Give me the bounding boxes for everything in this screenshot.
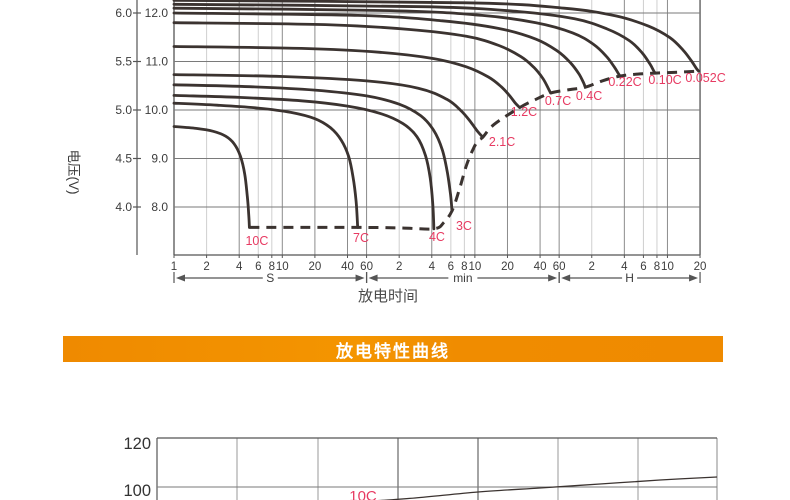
x-tick-label: 8 (269, 261, 275, 273)
x-tick-label: 4 (429, 261, 436, 273)
y-axis-12v-label: 12.0 (145, 6, 169, 20)
rate-label-0.10C: 0.10C (648, 73, 681, 87)
x-tick-label: 10 (661, 261, 674, 273)
y-axis-12v-label: 9.0 (151, 152, 168, 166)
rate-label-4C: 4C (429, 230, 445, 244)
x-tick-label: 4 (236, 261, 243, 273)
x-tick-label: 1 (171, 261, 177, 273)
span-arrow-right (689, 274, 699, 282)
span-arrow-left (368, 274, 378, 282)
discharge-curve-0.052C (172, 0, 701, 73)
discharge-curve-1.2C (172, 45, 522, 109)
discharge-curve-0.7C (172, 21, 552, 95)
y-axis-12v-label: 10.0 (145, 103, 169, 117)
rate-label-3C: 3C (456, 219, 472, 233)
rate-label-0.7C: 0.7C (545, 94, 571, 108)
rate-label-0.22C: 0.22C (608, 75, 641, 89)
discharge-curve-0.4C (172, 11, 587, 89)
y-axis-title: 电压(V) (66, 150, 81, 195)
x-tick-label: 60 (360, 261, 373, 273)
x-tick-label: 10 (468, 261, 481, 273)
rate-label-7C: 7C (353, 231, 369, 245)
x-tick-label: 6 (255, 261, 261, 273)
y-axis-6v-label: 6.0 (115, 6, 132, 20)
x-tick-label: 10 (276, 261, 289, 273)
discharge-curve-0.22C (172, 6, 622, 78)
span-arrow-right (355, 274, 365, 282)
span-unit-label: H (625, 271, 634, 285)
section-banner: 放电特性曲线 (63, 336, 723, 362)
curve-2-10C (377, 476, 718, 500)
x-tick-label: 6 (640, 261, 646, 273)
discharge-curve-4C (172, 94, 436, 231)
x-tick-label: 20 (309, 261, 322, 273)
span-unit-label: min (453, 271, 472, 285)
x-tick-label: 40 (534, 261, 547, 273)
rate-label-10C: 10C (245, 234, 268, 248)
y-axis-6v-label: 4.5 (115, 152, 132, 166)
section-banner-title: 放电特性曲线 (336, 341, 450, 361)
x-tick-label: 2 (589, 261, 595, 273)
rate-label-2-10C: 10C (349, 488, 377, 500)
x-tick-label: 60 (553, 261, 566, 273)
rate-label-0.4C: 0.4C (576, 89, 602, 103)
discharge-curve-0.10C (172, 2, 657, 75)
x-tick-label: 4 (621, 261, 628, 273)
discharge-characteristic-chart: 6.0 5.5 5.0 4.5 4.0 12.0 11.0 10.0 9.0 8.0 电压(V) 1 2… (66, 0, 726, 305)
span-arrow-right (548, 274, 558, 282)
secondary-chart-top: 120 100 10C (123, 435, 718, 500)
rate-label-1.2C: 1.2C (511, 105, 537, 119)
discharge-curve-7C (172, 101, 360, 229)
span-arrow-left (561, 274, 571, 282)
span-unit-label: S (266, 271, 274, 285)
y-axis-12v-label: 11.0 (146, 55, 169, 69)
cutoff-dashed-line (249, 69, 699, 231)
y-axis-6v-label: 5.5 (115, 55, 132, 69)
span-arrow-left (176, 274, 185, 282)
y-tick-label-2: 100 (123, 482, 151, 500)
x-axis-title: 放电时间 (358, 288, 418, 305)
x-tick-label: 40 (341, 261, 354, 273)
x-tick-label: 8 (654, 261, 660, 273)
discharge-curve-2.1C (172, 73, 485, 139)
discharge-curve-3C (172, 83, 454, 213)
rate-label-2.1C: 2.1C (489, 135, 515, 149)
y-axis-12v-label: 8.0 (151, 200, 168, 214)
x-tick-label: 8 (461, 261, 467, 273)
y-axis-6v-label: 4.0 (115, 200, 132, 214)
y-axis-6v-label: 5.0 (115, 103, 132, 117)
y-tick-label-2: 120 (123, 435, 151, 453)
x-tick-label: 20 (501, 261, 514, 273)
x-tick-label: 2 (396, 261, 402, 273)
rate-label-0.052C: 0.052C (685, 71, 725, 85)
x-tick-label: 6 (448, 261, 454, 273)
x-tick-label: 2 (203, 261, 209, 273)
x-tick-label: 20 (694, 261, 707, 273)
discharge-curve-10C (172, 125, 251, 229)
